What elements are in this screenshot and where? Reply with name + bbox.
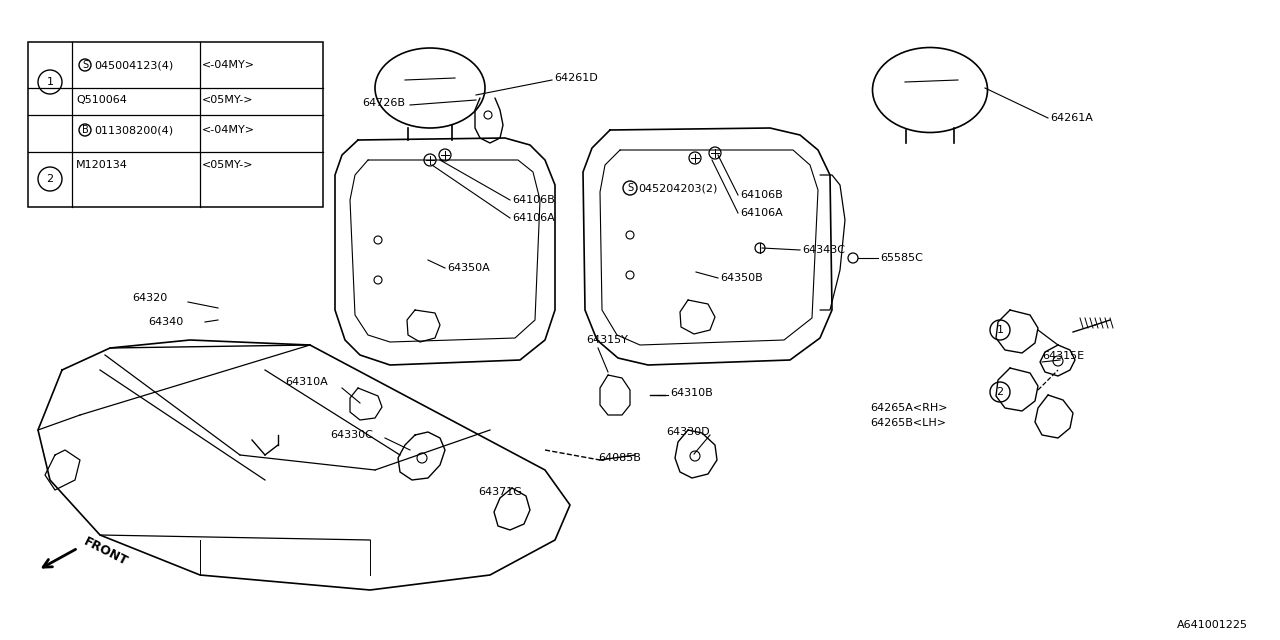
Text: 64310A: 64310A <box>285 377 328 387</box>
Circle shape <box>417 453 428 463</box>
Text: 1: 1 <box>997 325 1004 335</box>
Text: 65585C: 65585C <box>881 253 923 263</box>
Text: M120134: M120134 <box>76 160 128 170</box>
Text: 2: 2 <box>46 174 54 184</box>
Circle shape <box>690 451 700 461</box>
Text: <-04MY>: <-04MY> <box>202 60 255 70</box>
Text: 64315Y: 64315Y <box>586 335 628 345</box>
Ellipse shape <box>873 47 987 132</box>
Text: 64106B: 64106B <box>740 190 783 200</box>
Text: <05MY->: <05MY-> <box>202 160 253 170</box>
Text: 045204203(2): 045204203(2) <box>637 183 717 193</box>
Text: 1: 1 <box>46 77 54 87</box>
Circle shape <box>439 149 451 161</box>
Text: 64315E: 64315E <box>1042 351 1084 361</box>
Text: 64340: 64340 <box>148 317 183 327</box>
Text: S: S <box>627 183 634 193</box>
Text: <05MY->: <05MY-> <box>202 95 253 105</box>
Text: 64320: 64320 <box>132 293 168 303</box>
Text: 64106B: 64106B <box>512 195 554 205</box>
Text: 64085B: 64085B <box>598 453 641 463</box>
Text: 64310B: 64310B <box>669 388 713 398</box>
Circle shape <box>755 243 765 253</box>
Text: 64343C: 64343C <box>803 245 845 255</box>
Text: 64106A: 64106A <box>512 213 554 223</box>
Circle shape <box>1053 356 1062 366</box>
Text: 045004123(4): 045004123(4) <box>93 60 173 70</box>
Ellipse shape <box>375 48 485 128</box>
Circle shape <box>709 147 721 159</box>
Circle shape <box>424 154 436 166</box>
Text: 64330C: 64330C <box>330 430 372 440</box>
Text: B: B <box>82 125 88 135</box>
Text: 64350A: 64350A <box>447 263 490 273</box>
Text: 64265B<LH>: 64265B<LH> <box>870 418 946 428</box>
Text: <-04MY>: <-04MY> <box>202 125 255 135</box>
Text: 2: 2 <box>996 387 1004 397</box>
Text: 64265A<RH>: 64265A<RH> <box>870 403 947 413</box>
Text: 64726B: 64726B <box>362 98 404 108</box>
Circle shape <box>689 152 701 164</box>
Text: 64261D: 64261D <box>554 73 598 83</box>
Text: Q510064: Q510064 <box>76 95 127 105</box>
Circle shape <box>849 253 858 263</box>
Text: 64330D: 64330D <box>666 427 709 437</box>
Text: FRONT: FRONT <box>82 536 131 568</box>
Text: 64106A: 64106A <box>740 208 783 218</box>
Text: 011308200(4): 011308200(4) <box>93 125 173 135</box>
Text: A641001225: A641001225 <box>1178 620 1248 630</box>
Text: 64350B: 64350B <box>721 273 763 283</box>
Text: 64371G: 64371G <box>477 487 522 497</box>
Text: S: S <box>82 60 88 70</box>
Bar <box>28 42 323 207</box>
Text: 64261A: 64261A <box>1050 113 1093 123</box>
